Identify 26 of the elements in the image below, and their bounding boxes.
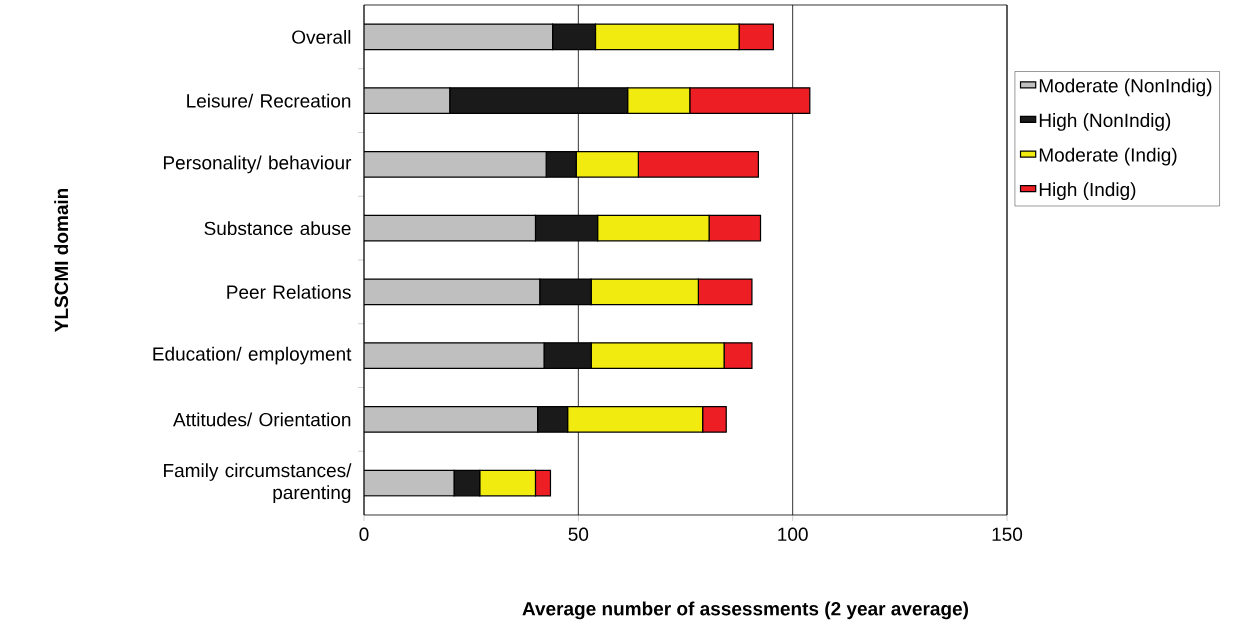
y-tick-label: Leisure/ Recreation [187, 93, 351, 108]
y-tick-label: Substance abuse [204, 221, 351, 236]
y-tick-label: Overall [292, 29, 351, 44]
legend-label: Moderate (Indig) [1039, 147, 1177, 166]
y-tick-label: Peer Relations [227, 284, 351, 299]
x-tick-label: 100 [778, 527, 808, 541]
bar [364, 469, 455, 497]
y-tick-label: Education/ employment [153, 346, 352, 365]
legend-label: Moderate (NonIndig) [1039, 78, 1212, 97]
x-tick-label: 150 [992, 527, 1023, 541]
x-tick-label: 50 [568, 527, 589, 541]
bar [364, 214, 537, 242]
y-tick-label: Family circumstances/ parenting [164, 463, 352, 503]
y-tick-label: Attitudes/ Orientation [173, 412, 351, 427]
bar [364, 87, 451, 114]
bar [364, 342, 545, 369]
x-tick-label: 0 [359, 527, 369, 541]
bar [364, 151, 547, 178]
y-axis-title: YLSCMI domain [54, 188, 69, 332]
y-tick-label: Personality/ behaviour [163, 155, 352, 174]
x-axis-title: Average number of assessments (2 year average) [522, 601, 968, 620]
bar [364, 278, 541, 306]
legend-label: High (NonIndig) [1039, 113, 1171, 131]
bar [364, 406, 539, 433]
legend-label: High (Indig) [1039, 182, 1136, 201]
bar [364, 23, 554, 51]
